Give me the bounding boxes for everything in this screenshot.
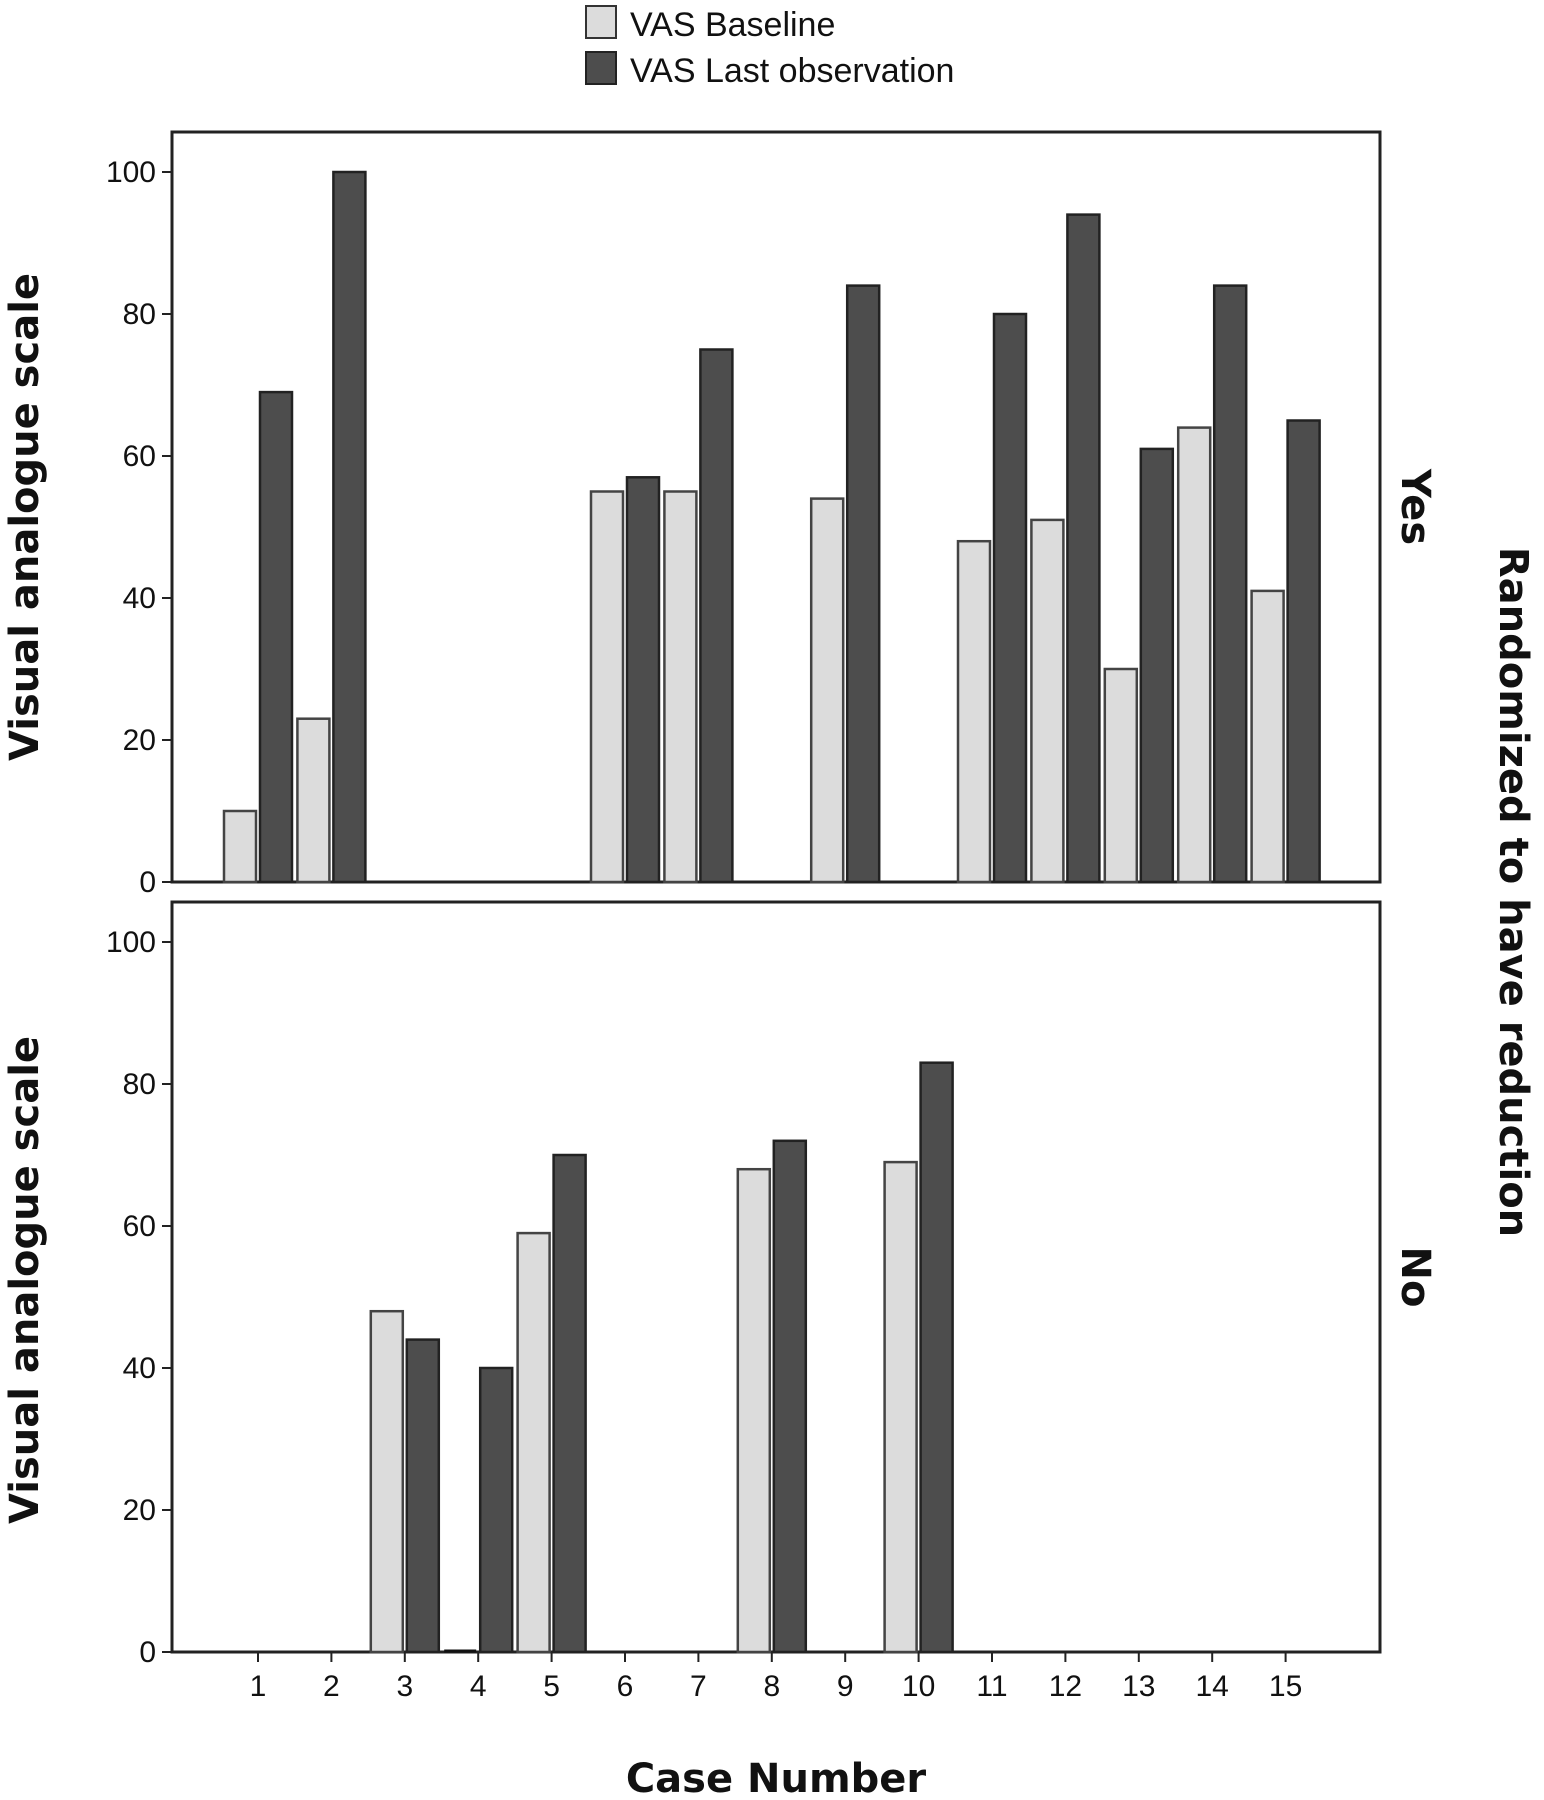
x-tick-label: 4 (470, 1670, 487, 1703)
y-tick-label: 80 (123, 1068, 156, 1101)
bar-last-observation-14 (1212, 284, 1248, 884)
y-tick-label: 0 (139, 866, 156, 899)
x-tick-label: 1 (250, 1670, 267, 1703)
x-tick-label: 9 (837, 1670, 854, 1703)
bar-last-observation-1 (258, 390, 294, 884)
bar-baseline-12 (1030, 518, 1065, 884)
x-tick-label: 15 (1269, 1670, 1302, 1703)
bar-last-observation-6 (625, 476, 661, 884)
bar-baseline-3 (369, 1309, 405, 1654)
bar-last-observation-8 (772, 1139, 808, 1654)
x-tick-label: 13 (1122, 1670, 1155, 1703)
bar-last-observation-13 (1139, 447, 1175, 884)
x-tick-label: 11 (976, 1670, 1007, 1703)
bar-baseline-5 (516, 1231, 551, 1654)
y-tick-label: 20 (123, 724, 156, 757)
x-tick-label: 2 (323, 1670, 340, 1703)
legend-label-baseline: VAS Baseline (630, 6, 835, 44)
y-tick-label: 40 (123, 582, 156, 615)
x-axis-title: Case Number (626, 1756, 927, 1800)
legend-swatch-last-observation (585, 51, 617, 85)
x-tick-label: 6 (617, 1670, 634, 1703)
x-tick-label: 8 (763, 1670, 780, 1703)
bar-baseline-9 (809, 497, 845, 884)
y-tick-label: 60 (123, 1210, 156, 1243)
bars-panel-no (369, 1061, 954, 1654)
bar-baseline-15 (1250, 589, 1285, 884)
bar-baseline-10 (883, 1160, 918, 1654)
y-tick-label: 0 (139, 1636, 156, 1669)
x-tick-label: 14 (1196, 1670, 1229, 1703)
bar-baseline-13 (1103, 667, 1139, 884)
bar-last-observation-15 (1286, 419, 1321, 884)
bar-last-observation-11 (992, 312, 1028, 884)
bar-last-observation-7 (699, 348, 734, 884)
legend-label-last-observation: VAS Last observation (630, 52, 954, 90)
legend-swatch-baseline (585, 5, 617, 39)
bar-last-observation-3 (405, 1338, 441, 1654)
y-tick-label: 60 (123, 440, 156, 473)
bar-baseline-7 (663, 490, 698, 884)
bar-last-observation-4 (478, 1366, 514, 1654)
bar-baseline-8 (736, 1167, 772, 1654)
panel-axis-title: Randomized to have reduction (1490, 547, 1536, 1237)
bar-baseline-6 (589, 490, 625, 884)
y-tick-label: 100 (106, 156, 156, 189)
x-tick-label: 7 (690, 1670, 707, 1703)
bar-last-observation-12 (1066, 213, 1101, 884)
bar-baseline-1 (222, 809, 258, 884)
y-tick-label: 100 (106, 926, 156, 959)
panel-label-yes: Yes (1392, 468, 1438, 545)
bar-baseline-11 (956, 539, 992, 884)
bars-panel-yes (222, 170, 1321, 884)
x-tick-label: 12 (1049, 1670, 1082, 1703)
bar-last-observation-9 (845, 284, 881, 884)
legend: VAS Baseline VAS Last observation (585, 5, 954, 90)
y-axis-title-yes: Visual analogue scale (2, 273, 48, 761)
y-axis-title-no: Visual analogue scale (2, 1036, 48, 1524)
y-tick-label: 40 (123, 1352, 156, 1385)
bar-last-observation-10 (919, 1061, 954, 1654)
y-tick-label: 80 (123, 298, 156, 331)
x-tick-label: 5 (543, 1670, 560, 1703)
panel-label-no: No (1392, 1247, 1438, 1308)
x-tick-label: 3 (396, 1670, 413, 1703)
x-axis-ticks: 1 2 3 4 5 6 7 8 9 10 11 12 13 14 15 (250, 1652, 1302, 1703)
y-tick-label: 20 (123, 1494, 156, 1527)
bar-baseline-2 (296, 717, 331, 884)
bar-baseline-14 (1176, 426, 1212, 884)
x-tick-label: 10 (902, 1670, 935, 1703)
bar-last-observation-5 (552, 1153, 587, 1654)
bar-last-observation-2 (332, 170, 367, 884)
